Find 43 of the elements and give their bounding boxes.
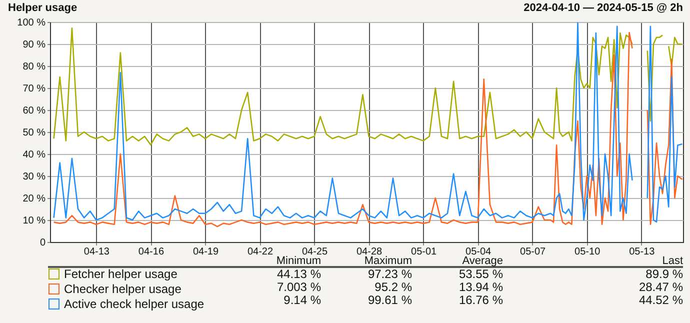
x-tick-label: 05-10 (574, 246, 601, 258)
y-tick-label: 100 % (17, 18, 46, 28)
y-tick-label: 60 % (22, 106, 46, 116)
text: 99.61 % (368, 293, 412, 307)
text: 7.003 % (276, 280, 321, 294)
text: Last (662, 255, 683, 267)
x-tick-label: 04-28 (356, 246, 382, 258)
y-tick-label: 20 % (22, 194, 46, 204)
y-tick-label: 80 % (22, 62, 46, 72)
y-tick-label: 30 % (22, 172, 46, 182)
text: 16.76 % (458, 293, 503, 307)
chart-title: Helper usage (8, 2, 78, 14)
x-tick-label: 05-13 (629, 246, 656, 258)
text: 13.94 % (458, 280, 503, 294)
x-tick-label: 04-25 (302, 246, 328, 258)
text: 44.13 % (276, 267, 321, 281)
legend-label: Active check helper usage (64, 297, 204, 311)
chart-subtitle: 2024-04-10 — 2024-05-15 @ 2h (524, 2, 683, 14)
text: 9.14 % (284, 293, 321, 307)
y-tick-label: 10 % (22, 216, 46, 226)
legend-label: Fetcher helper usage (64, 267, 178, 281)
text: Average (462, 255, 503, 267)
x-tick-label: 04-22 (247, 246, 274, 258)
y-tick-label: 50 % (22, 128, 46, 138)
text: 44.52 % (638, 293, 683, 307)
x-tick-label: 05-01 (411, 246, 438, 258)
x-tick-label: 04-13 (84, 246, 110, 258)
legend-label: Checker helper usage (64, 282, 182, 296)
x-tick-label: 05-04 (466, 246, 492, 258)
y-tick-label: 70 % (22, 84, 46, 94)
x-tick-label: 04-19 (192, 246, 219, 258)
text: 28.47 % (638, 280, 683, 294)
y-tick-label: 0 (40, 238, 46, 248)
x-tick-label: 04-16 (138, 246, 164, 258)
text: Maximum (364, 255, 412, 267)
text: 97.23 % (368, 267, 412, 281)
text: Minimum (276, 255, 321, 267)
y-tick-label: 90 % (22, 40, 46, 50)
text: 89.9 % (646, 267, 683, 281)
y-tick-label: 40 % (22, 150, 46, 160)
text: 95.2 % (374, 280, 412, 294)
text: 53.55 % (458, 267, 503, 281)
x-tick-label: 05-07 (520, 246, 546, 258)
